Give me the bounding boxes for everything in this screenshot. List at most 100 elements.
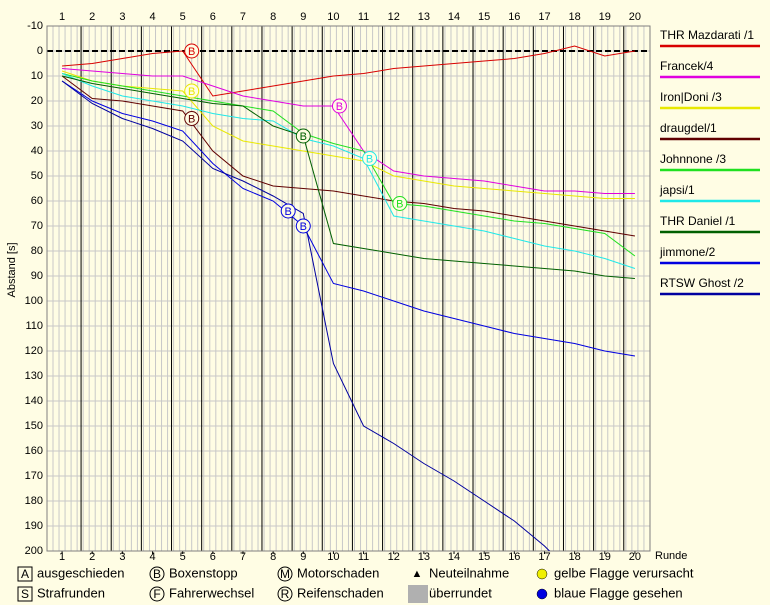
series-line <box>61 70 635 199</box>
y-tick-label: 50 <box>31 170 43 182</box>
key-frame <box>149 586 165 602</box>
pit-label: B <box>366 153 373 165</box>
key-dot <box>536 588 548 600</box>
pit-label: B <box>188 86 195 98</box>
x-tick-label-top: 11 <box>358 11 369 23</box>
x-tick-label: 19 <box>599 551 611 563</box>
y-tick-label: 190 <box>25 520 43 532</box>
key-frame <box>149 566 165 582</box>
key-text: blaue Flagge gesehen <box>554 585 683 600</box>
y-tick-label: 110 <box>25 320 43 332</box>
key-symbol: M <box>280 567 290 581</box>
x-tick-label: 8 <box>270 551 276 563</box>
key-text: Fahrerwechsel <box>169 585 254 600</box>
x-tick-label: 9 <box>300 551 306 563</box>
x-tick-label-top: 20 <box>629 11 641 23</box>
key-text: ausgeschieden <box>37 565 124 580</box>
y-tick-label: 90 <box>31 270 43 282</box>
key-frame <box>277 586 293 602</box>
series-line <box>62 68 635 194</box>
pit-label: B <box>300 221 307 233</box>
x-tick-label-top: 17 <box>538 11 550 23</box>
x-tick-label: 6 <box>210 551 216 563</box>
series-line <box>61 80 551 551</box>
x-tick-label-top: 6 <box>210 11 216 23</box>
y-tick-label: 30 <box>31 120 43 132</box>
x-tick-label-top: 7 <box>240 11 246 23</box>
x-tick-label-top: 13 <box>418 11 430 23</box>
y-tick-label: 0 <box>37 45 43 57</box>
x-tick-label: 4 <box>149 551 155 563</box>
x-tick-label-top: 8 <box>270 11 276 23</box>
pit-label: B <box>188 46 195 58</box>
key-text: Strafrunden <box>37 585 105 600</box>
y-tick-label: 100 <box>25 295 43 307</box>
legend-label: Francek/4 <box>660 59 714 73</box>
y-tick-label: 120 <box>25 345 43 357</box>
y-tick-label: 180 <box>25 495 43 507</box>
pit-marker <box>184 83 200 99</box>
series-line <box>61 80 636 357</box>
x-tick-label: 12 <box>388 551 400 563</box>
series-layer <box>61 45 636 551</box>
series-line <box>61 75 636 237</box>
series-line <box>61 73 636 257</box>
key-dot <box>536 568 548 580</box>
legend-label: japsi/1 <box>659 183 695 197</box>
pit-marker <box>295 128 311 144</box>
key-text: Reifenschaden <box>297 585 384 600</box>
legend-label: Johnnone /3 <box>660 152 726 166</box>
key-text: Neuteilnahme <box>429 565 509 580</box>
pit-marker <box>362 151 378 166</box>
plot-frame <box>46 25 651 552</box>
pit-marker <box>184 43 200 59</box>
x-tick-label: 11 <box>358 551 369 563</box>
x-tick-label: 5 <box>180 551 186 563</box>
pit-label: B <box>396 198 403 210</box>
y-tick-label: 140 <box>25 395 43 407</box>
x-tick-label: 3 <box>119 551 125 563</box>
x-tick-label-top: 15 <box>478 11 490 23</box>
key-box <box>408 585 428 603</box>
key-text: gelbe Flagge verursacht <box>554 565 694 580</box>
y-tick-label: 200 <box>25 545 43 557</box>
key-symbol: R <box>281 587 290 601</box>
pit-label: B <box>336 101 343 113</box>
pit-marker <box>295 218 311 234</box>
series-line <box>61 73 636 269</box>
key-frame <box>17 566 33 582</box>
y-tick-label: 60 <box>31 195 43 207</box>
pit-label: B <box>188 113 195 125</box>
pit-marker <box>184 111 200 126</box>
key-text: überrundet <box>429 585 492 600</box>
x-tick-label: 1 <box>59 551 65 563</box>
y-tick-label: 160 <box>25 445 43 457</box>
x-tick-label: 13 <box>418 551 430 563</box>
y-tick-label: 130 <box>25 370 43 382</box>
key-symbol: S <box>21 587 29 601</box>
y-tick-label: 70 <box>31 220 43 232</box>
x-tick-label: 17 <box>538 551 550 563</box>
y-tick-label: 150 <box>25 420 43 432</box>
y-tick-label: 40 <box>31 145 43 157</box>
x-axis-label: Runde <box>655 550 687 562</box>
pit-marker <box>280 203 296 219</box>
x-tick-label-top: 19 <box>599 11 611 23</box>
key-frame <box>277 566 293 582</box>
key-symbol: F <box>153 587 160 601</box>
x-tick-label-top: 1 <box>59 11 65 23</box>
key-symbol: ▲ <box>412 568 423 580</box>
pit-marker <box>331 98 347 114</box>
key-symbol: B <box>153 567 161 581</box>
x-tick-label: 18 <box>569 551 581 563</box>
key-text: Boxenstopp <box>169 565 238 580</box>
legend-label: RTSW Ghost /2 <box>660 276 744 290</box>
x-tick-label-top: 12 <box>388 11 400 23</box>
key-symbol: A <box>21 567 29 581</box>
legend-label: THR Daniel /1 <box>660 214 736 228</box>
y-tick-label: 10 <box>31 70 43 82</box>
x-tick-label-top: 9 <box>300 11 306 23</box>
x-tick-label-top: 2 <box>89 11 95 23</box>
key-frame <box>17 586 33 602</box>
